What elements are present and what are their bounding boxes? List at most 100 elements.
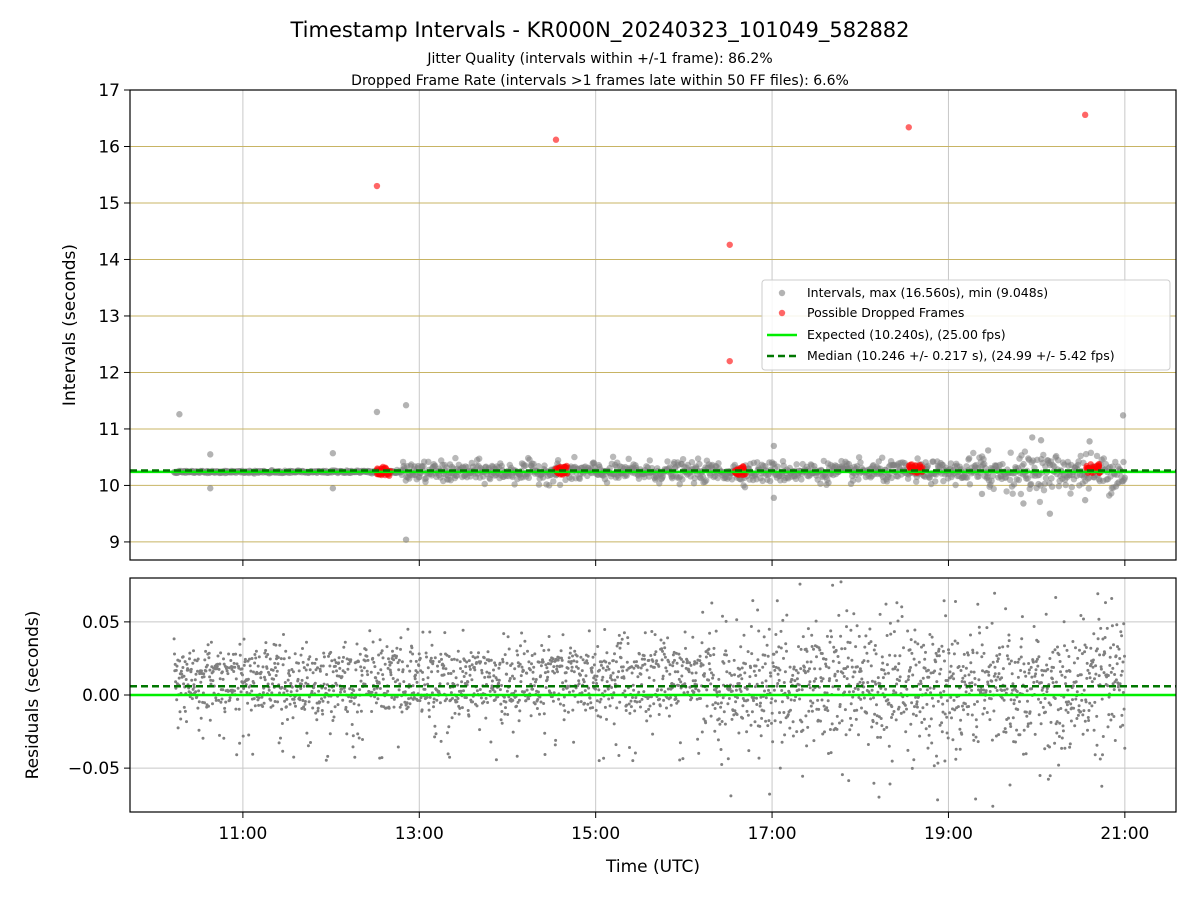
residual-point — [264, 641, 268, 645]
residual-point — [1088, 701, 1092, 705]
residual-point — [869, 697, 873, 701]
residual-point — [719, 705, 723, 709]
residual-point — [1034, 668, 1038, 672]
residual-point — [374, 701, 378, 705]
residual-point — [906, 748, 910, 752]
residual-point — [263, 651, 267, 655]
residual-point — [480, 671, 484, 675]
interval-point — [1020, 460, 1027, 468]
residual-point — [1110, 597, 1114, 600]
interval-point — [1007, 449, 1014, 456]
residual-point — [584, 708, 588, 712]
residual-point — [945, 731, 949, 735]
residual-point — [889, 632, 893, 636]
residual-point — [726, 702, 730, 706]
residual-point — [770, 721, 773, 725]
residual-point — [1083, 643, 1087, 647]
residual-point — [772, 652, 776, 656]
residual-point — [1094, 664, 1098, 668]
residual-point — [902, 710, 906, 714]
dropped-frame-point — [905, 124, 912, 131]
residual-point — [739, 645, 743, 649]
residual-point — [986, 680, 990, 684]
residual-point — [353, 755, 357, 759]
residual-point — [616, 641, 620, 645]
residual-point — [990, 738, 994, 742]
residual-point — [918, 688, 922, 691]
residual-point — [673, 658, 676, 662]
residual-point — [728, 671, 732, 675]
residual-point — [990, 679, 994, 683]
residual-point — [525, 688, 529, 692]
interval-point — [511, 481, 518, 488]
residual-point — [550, 659, 554, 663]
residual-point — [427, 701, 431, 705]
residual-point — [321, 699, 325, 703]
residual-point — [1121, 691, 1125, 694]
residual-point — [914, 714, 918, 718]
residual-point — [197, 700, 201, 704]
residual-point — [1056, 708, 1060, 712]
residual-point — [391, 649, 394, 653]
interval-point — [646, 457, 653, 464]
residual-point — [1041, 705, 1045, 709]
residual-point — [510, 662, 514, 666]
residual-point — [437, 660, 441, 664]
residual-point — [958, 727, 962, 731]
residual-point — [504, 706, 507, 710]
residual-point — [1067, 655, 1071, 658]
residual-point — [430, 643, 434, 647]
residual-point — [782, 656, 785, 660]
residual-point — [199, 680, 203, 684]
residual-point — [400, 660, 404, 664]
residual-point — [621, 665, 625, 669]
residual-point — [748, 675, 752, 679]
residual-point — [419, 696, 423, 700]
residual-point — [931, 642, 935, 646]
residual-point — [246, 701, 250, 705]
residual-point — [782, 711, 786, 714]
residual-point — [264, 649, 268, 652]
residual-point — [500, 721, 504, 725]
residual-point — [1040, 688, 1044, 692]
residual-point — [1089, 662, 1093, 666]
residual-point — [943, 759, 947, 763]
residual-point — [545, 666, 549, 670]
time-x-tick-label: 19:00 — [924, 824, 973, 844]
residual-point — [775, 599, 779, 603]
residual-point — [694, 671, 698, 675]
intervals-y-tick-label: 14 — [98, 250, 120, 270]
residual-point — [790, 678, 794, 681]
residual-point — [797, 683, 801, 687]
interval-point — [1048, 475, 1055, 482]
interval-point — [1040, 451, 1047, 459]
residual-point — [543, 671, 547, 675]
residual-point — [492, 674, 496, 678]
residual-point — [1041, 673, 1044, 677]
residual-point — [917, 660, 921, 664]
residual-point — [356, 732, 360, 736]
interval-point — [999, 460, 1006, 468]
residual-point — [241, 673, 244, 677]
residual-point — [1019, 669, 1023, 672]
residual-point — [224, 700, 228, 704]
residual-point — [397, 688, 401, 692]
interval-outlier-point — [1020, 500, 1027, 507]
residual-point — [432, 705, 435, 709]
residual-point — [681, 660, 685, 664]
residual-point — [534, 678, 538, 681]
residual-point — [823, 691, 827, 695]
residual-point — [1074, 697, 1078, 701]
interval-point — [1121, 474, 1129, 481]
interval-point — [1085, 485, 1093, 492]
residual-point — [494, 758, 498, 762]
residual-point — [324, 758, 328, 762]
residual-point — [420, 708, 424, 712]
interval-point — [476, 455, 483, 462]
residual-point — [707, 662, 711, 666]
residual-point — [1057, 653, 1061, 657]
residual-point — [1024, 674, 1028, 678]
residual-point — [691, 679, 695, 683]
residual-point — [1104, 601, 1107, 605]
residual-point — [650, 630, 654, 633]
